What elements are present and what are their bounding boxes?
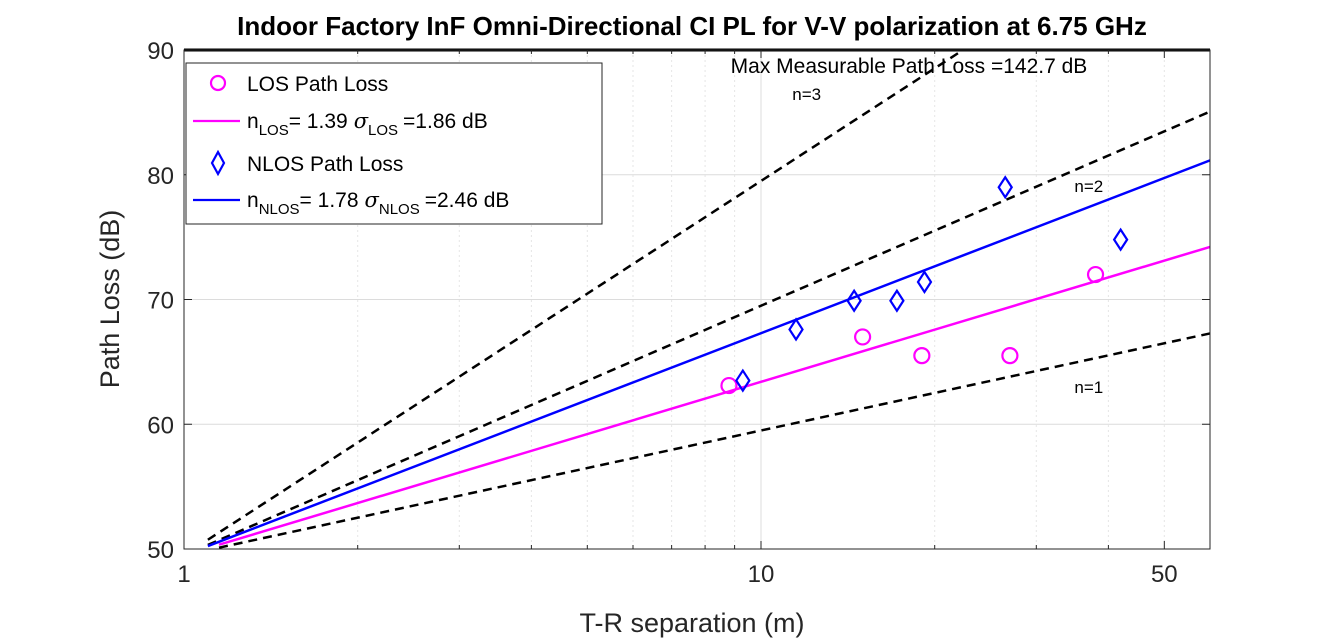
los-point: [720, 376, 738, 395]
x-tick-label: 50: [1151, 561, 1178, 588]
legend-los-n-symbol: n: [247, 110, 259, 133]
y-tick-label: 80: [147, 163, 174, 190]
nlos-point: [788, 317, 804, 342]
reference-lines: [207, 48, 1211, 549]
data-markers: [720, 175, 1129, 395]
legend-los-label: LOS Path Loss: [247, 73, 388, 96]
nlos-point: [916, 270, 933, 295]
fit-lines: [207, 159, 1211, 548]
chart-title: Indoor Factory InF Omni-Directional CI P…: [237, 11, 1147, 41]
legend-nlos-label: NLOS Path Loss: [247, 153, 403, 176]
tick-labels: 1 10 50 50 60 70 80 90: [147, 38, 1177, 588]
annotation-n-3: n=3: [792, 85, 821, 104]
legend-los-sigma-sub: LOS: [368, 122, 398, 139]
legend-nlos-fit-label: nNLOS= 1.78 σNLOS =2.46 dB: [247, 188, 509, 218]
legend-nlos-sigma-sub: NLOS: [379, 201, 420, 218]
y-tick-label: 50: [147, 537, 174, 564]
legend-los-marker: [209, 74, 227, 92]
legend-nlos-n-sub: NLOS: [259, 201, 300, 218]
nlos-point: [997, 175, 1014, 200]
legend-los-sigma-value: =1.86 dB: [403, 110, 488, 133]
x-tick-label: 1: [177, 561, 190, 588]
nlos-point: [735, 368, 751, 393]
annotations: n=3 n=2 n=1: [792, 85, 1103, 397]
x-tick-label: 10: [748, 561, 775, 588]
legend: LOS Path Loss nLOS= 1.39 σLOS =1.86 dB NLO…: [185, 62, 603, 225]
nlos-point: [846, 288, 862, 313]
y-axis-label: Path Loss (dB): [95, 210, 125, 389]
legend-los-sigma-symbol: σ: [354, 109, 369, 133]
nlos-point: [1112, 227, 1129, 252]
los-point: [1086, 265, 1105, 284]
los-fit-line: [218, 245, 1211, 546]
legend-nlos-n-symbol: n: [247, 189, 259, 212]
annotation-n-2: n=2: [1074, 177, 1103, 196]
legend-nlos-marker: [210, 149, 226, 177]
reference-line-n-2: [207, 110, 1211, 547]
y-tick-label: 90: [147, 38, 174, 65]
reference-line-n-1: [218, 332, 1211, 549]
x-axis-label: T-R separation (m): [579, 608, 804, 638]
max-path-loss-label: Max Measurable Path Loss =142.7 dB: [731, 55, 1088, 78]
annotation-n-1: n=1: [1074, 378, 1103, 397]
legend-los-n-sub: LOS: [259, 122, 289, 139]
nlos-point: [889, 288, 905, 313]
y-tick-label: 70: [147, 288, 174, 315]
y-tick-label: 60: [147, 412, 174, 439]
legend-box: [185, 62, 603, 225]
legend-nlos-n-value: = 1.78: [300, 189, 359, 212]
los-point: [854, 328, 872, 346]
los-point: [1001, 347, 1019, 365]
legend-nlos-sigma-symbol: σ: [365, 188, 380, 212]
legend-nlos-sigma-value: =2.46 dB: [425, 189, 510, 212]
legend-los-fit-label: nLOS= 1.39 σLOS =1.86 dB: [247, 109, 488, 139]
legend-los-n-value: = 1.39: [289, 110, 348, 133]
los-point: [913, 347, 931, 365]
nlos-fit-line: [207, 159, 1211, 548]
